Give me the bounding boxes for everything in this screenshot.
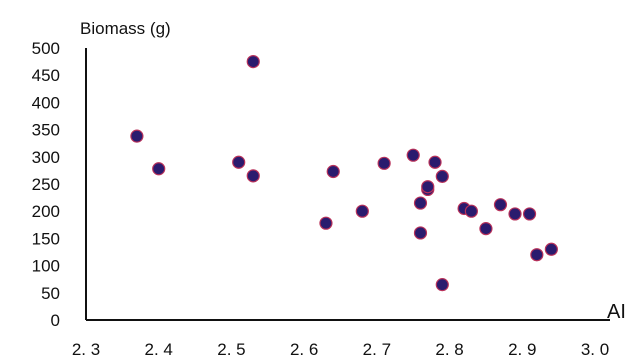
data-point [530,248,544,262]
y-tick-label: 200 [32,202,60,221]
data-point [435,278,449,292]
y-tick-label: 50 [41,284,60,303]
data-point [413,226,428,240]
data-point [428,155,442,169]
x-tick-label: 2. 5 [217,340,245,359]
data-point [413,196,428,210]
y-tick-labels: 0 50 100 150 200 250 300 350 400 450 500 [32,39,60,330]
data-point [435,169,449,183]
y-tick-label: 250 [32,175,60,194]
y-tick-label: 0 [51,311,60,330]
x-tick-label: 2. 9 [508,340,536,359]
x-tick-label: 3. 0 [581,340,609,359]
x-tick-labels: 2. 3 2. 4 2. 5 2. 6 2. 7 2. 8 2. 9 3. 0 [72,340,609,359]
data-point [246,54,260,69]
data-point [406,148,420,162]
data-point [508,207,522,221]
y-tick-label: 500 [32,39,60,58]
data-point [522,207,537,221]
data-point [464,204,478,218]
data-point [544,242,558,256]
x-tick-label: 2. 6 [290,340,318,359]
data-point [479,222,493,236]
x-tick-label: 2. 4 [145,340,173,359]
x-axis-title: AI [607,301,626,323]
x-tick-label: 2. 7 [363,340,391,359]
y-tick-label: 100 [32,257,60,276]
data-point [377,156,391,170]
data-points [130,54,558,292]
data-point [130,129,144,143]
y-tick-label: 150 [32,229,60,248]
data-point [421,180,435,194]
y-axis-title: Biomass (g) [80,19,171,38]
y-tick-label: 400 [32,93,60,112]
data-point [246,169,260,183]
data-point [326,164,340,179]
data-point [152,162,166,176]
data-point [355,204,369,218]
y-tick-label: 350 [32,121,60,140]
data-point [493,198,508,212]
axes [85,48,610,321]
x-tick-label: 2. 8 [435,340,463,359]
data-point [319,216,333,230]
x-tick-label: 2. 3 [72,340,100,359]
data-point [232,155,246,169]
y-tick-label: 450 [32,66,60,85]
y-tick-label: 300 [32,148,60,167]
